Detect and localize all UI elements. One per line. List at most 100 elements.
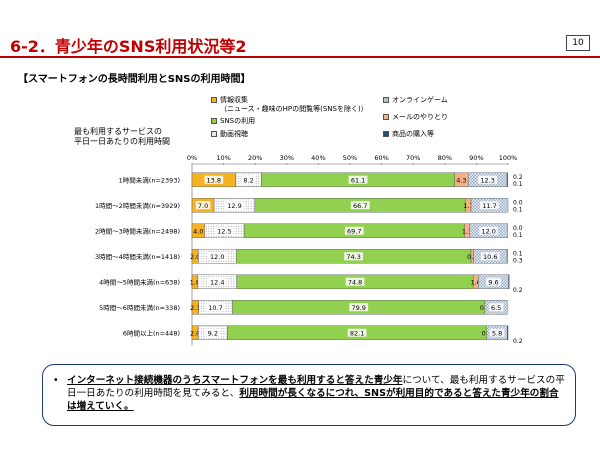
data-label: 11.7 <box>482 202 496 210</box>
data-label: 61.1 <box>351 176 365 184</box>
data-label: 66.7 <box>353 202 367 210</box>
outside-data-label: 0.1 <box>513 250 523 257</box>
legend-item-game: オンラインゲーム <box>383 96 448 105</box>
data-label: 13.8 <box>207 176 221 184</box>
data-label-bg <box>345 277 365 286</box>
legend-label-mail: メールのやりとり <box>392 113 448 121</box>
category-label: 4時間〜5時間未満(n=638) <box>99 277 180 286</box>
x-tick-label: 70% <box>406 154 420 162</box>
legend-item-sns: SNSの利用 <box>211 117 255 126</box>
legend-label-video: 動画視聴 <box>220 130 248 138</box>
stacked-bar-chart: 0% 10% 20% 30% 40% 50% 60% 70% 80% 90% 100% 1時間未満(n… <box>95 154 523 346</box>
outside-data-label: 0.3 <box>513 257 523 264</box>
data-label: 74.3 <box>346 253 360 261</box>
data-label: 1.7 <box>462 227 472 235</box>
x-tick-label: 0% <box>187 154 197 162</box>
data-label-bg <box>195 201 211 210</box>
data-label: 12.5 <box>217 227 231 235</box>
outside-data-label: 0.1 <box>513 206 523 213</box>
category-label: 6時間以上(n=448) <box>123 328 180 337</box>
data-label-bg <box>205 328 221 337</box>
note-text: について、最も利用するサービスの平日一日あたりの利用時間を見てみると、 <box>67 375 565 399</box>
x-tick-label: 80% <box>438 154 452 162</box>
data-label: 12.4 <box>210 278 224 286</box>
x-tick-label: 30% <box>280 154 294 162</box>
data-label: 2.1 <box>190 304 200 312</box>
note-emphasis-2: 利用時間が長くなるにつれ、SNSが利用目的であると答えた青少年の割合は増えていく… <box>67 388 559 412</box>
data-label-bg <box>478 175 498 184</box>
data-label: 2.0 <box>190 329 200 337</box>
data-label: 1.8 <box>190 278 200 286</box>
outside-data-label: 0.2 <box>513 174 523 181</box>
legend-swatch-sns <box>211 118 217 124</box>
section-title: 【スマートフォンの長時間利用とSNSの利用時間】 <box>18 74 251 85</box>
category-label: 3時間〜4時間未満(n=1418) <box>95 252 180 261</box>
outside-data-label: 0.0 <box>513 225 523 232</box>
data-label-bg <box>225 201 244 210</box>
note-emphasis-1: インターネット接続機器のうちスマートフォンを最も利用すると答えた青少年 <box>67 375 403 386</box>
data-label-bg <box>204 175 224 184</box>
category-label: 1時間〜2時間未満(n=3929) <box>95 201 180 210</box>
legend-item-mail: メールのやりとり <box>383 113 448 122</box>
data-label-bg <box>488 303 504 312</box>
data-label: 69.7 <box>347 227 361 235</box>
x-tick-label: 10% <box>216 154 230 162</box>
data-label: 12.9 <box>227 202 241 210</box>
data-label-bg <box>348 175 368 184</box>
data-label: 79.9 <box>351 304 365 312</box>
data-label: 8.2 <box>243 176 253 184</box>
outside-data-label: 0.2 <box>513 287 523 294</box>
data-label-bg <box>214 226 234 235</box>
data-label: 4.3 <box>456 176 466 184</box>
data-label: 7.0 <box>198 202 208 210</box>
data-label-bg <box>486 277 501 286</box>
y-axis-title-line-2: 平日一日あたりの利用時間 <box>74 137 170 146</box>
data-label-bg <box>344 252 364 261</box>
category-label: 2時間〜3時間未満(n=2498) <box>95 226 180 235</box>
data-label-bg <box>344 226 364 235</box>
data-label-bg <box>347 328 367 337</box>
data-label-bg <box>480 201 499 210</box>
y-axis-title: 最も利用するサービスの 平日一日あたりの利用時間 <box>74 127 170 147</box>
legend-swatch-info <box>211 97 217 103</box>
data-label-bg <box>489 328 505 337</box>
x-tick-label: 40% <box>311 154 325 162</box>
category-label: 1時間未満(n=2393) <box>119 175 180 184</box>
data-label: 9.2 <box>208 329 218 337</box>
outside-data-label: 0.1 <box>513 232 523 239</box>
legend-swatch-game <box>383 97 389 103</box>
data-label: 12.3 <box>480 176 494 184</box>
data-label: 12.0 <box>481 227 495 235</box>
bar-segment <box>507 325 509 340</box>
legend-label-info: 情報収集 <box>220 96 248 104</box>
legend-swatch-video <box>211 131 217 137</box>
x-tick-label: 60% <box>374 154 388 162</box>
outside-data-label: 0.2 <box>513 338 523 345</box>
data-label: 82.1 <box>350 329 364 337</box>
x-tick-label: 20% <box>248 154 262 162</box>
legend-item-info: 情報収集 （ニュース・趣味のHPの閲覧等(SNSを除く)） <box>211 96 368 114</box>
data-label: 6.5 <box>491 304 501 312</box>
category-label: 5時間〜6時間未満(n=338) <box>99 303 180 312</box>
title-divider <box>0 56 600 58</box>
bar-segment <box>506 172 508 187</box>
data-label-bg <box>207 252 227 261</box>
legend-label-purchase: 商品の購入等 <box>392 130 434 138</box>
legend-swatch-purchase <box>383 131 389 137</box>
y-axis-title-line-1: 最も利用するサービスの <box>74 127 162 136</box>
page-number: 10 <box>566 35 590 51</box>
data-label-bg <box>349 303 369 312</box>
legend-label-sns: SNSの利用 <box>220 117 256 125</box>
legend-sublabel-info: （ニュース・趣味のHPの閲覧等(SNSを除く)） <box>220 105 368 113</box>
x-tick-label: 90% <box>469 154 483 162</box>
legend-label-game: オンラインゲーム <box>392 96 448 104</box>
data-label: 9.6 <box>488 278 498 286</box>
data-label: 0.8 <box>467 253 477 261</box>
data-label-bg <box>480 252 500 261</box>
data-label: 5.8 <box>492 329 502 337</box>
data-label: 10.7 <box>208 304 222 312</box>
x-tick-label: 100% <box>499 154 518 162</box>
data-label-bg <box>241 175 256 184</box>
data-label: 4.0 <box>193 227 203 235</box>
outside-data-label: 0.0 <box>513 199 523 206</box>
